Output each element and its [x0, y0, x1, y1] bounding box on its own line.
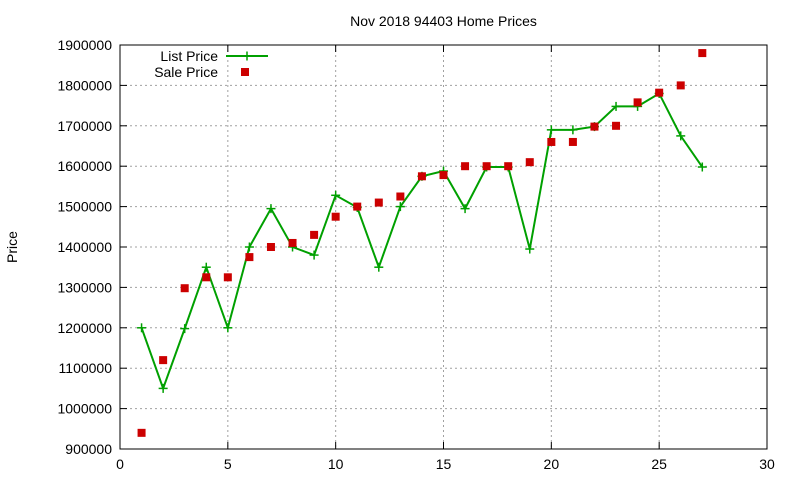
- sale-price-point: [310, 230, 319, 239]
- list-price-point: [676, 131, 686, 141]
- list-price-point: [546, 125, 556, 135]
- sale-price-point: [612, 121, 621, 130]
- y-tick-label: 1800000: [57, 77, 112, 93]
- y-tick-label: 1700000: [57, 118, 112, 134]
- y-tick-label: 1100000: [59, 360, 113, 376]
- list-price-point: [201, 262, 211, 272]
- x-tick-label: 10: [328, 456, 344, 472]
- legend-swatch-list-price: [226, 51, 268, 61]
- list-price-point: [374, 262, 384, 272]
- sale-price-point: [482, 162, 491, 171]
- legend: List Price Sale Price: [154, 48, 268, 80]
- sale-price-point: [590, 122, 599, 131]
- y-tick-label: 1900000: [57, 37, 112, 53]
- list-price-point: [568, 125, 578, 135]
- list-price-point: [137, 323, 147, 333]
- list-price-point: [331, 190, 341, 200]
- sale-price-point: [633, 98, 642, 107]
- list-price-point: [223, 323, 233, 333]
- legend-label-list-price: List Price: [160, 48, 218, 64]
- legend-label-sale-price: Sale Price: [154, 64, 218, 80]
- series-list-price: [137, 88, 707, 393]
- grid: [120, 45, 767, 449]
- sale-price-point: [417, 172, 426, 181]
- sale-price-point: [676, 81, 685, 90]
- series: [137, 49, 707, 437]
- sale-price-point: [525, 158, 534, 167]
- sale-price-point: [202, 273, 211, 282]
- y-tick-label: 1200000: [57, 320, 112, 336]
- x-tick-label: 5: [224, 456, 232, 472]
- legend-plus-marker: [242, 51, 252, 61]
- legend-swatch-sale-price: [241, 68, 249, 76]
- list-price-line: [140, 92, 704, 392]
- sale-price-point: [288, 238, 297, 247]
- sale-price-point: [137, 428, 146, 437]
- sale-price-point: [547, 137, 556, 146]
- x-tick-label: 20: [544, 456, 560, 472]
- sale-price-point: [698, 49, 707, 58]
- sale-price-point: [374, 198, 383, 207]
- y-axis-label: Price: [4, 231, 20, 263]
- y-tick-label: 1300000: [57, 279, 112, 295]
- sale-price-point: [396, 192, 405, 201]
- sale-price-point: [504, 162, 513, 171]
- sale-price-point: [223, 273, 232, 282]
- sale-price-point: [266, 243, 275, 251]
- y-tick-label: 1400000: [57, 239, 112, 255]
- x-tick-label: 15: [436, 456, 452, 472]
- list-price-point: [611, 101, 621, 111]
- list-price-point: [309, 250, 319, 260]
- sale-price-point: [180, 284, 189, 293]
- list-price-point: [266, 204, 276, 214]
- x-tick-label: 0: [116, 456, 124, 472]
- list-price-point: [525, 244, 535, 254]
- sale-price-point: [461, 162, 470, 171]
- legend-square-marker: [241, 68, 249, 76]
- chart-title: Nov 2018 94403 Home Prices: [350, 13, 537, 29]
- y-tick-label: 1600000: [57, 158, 112, 174]
- list-price-point: [395, 202, 405, 212]
- y-tick-label: 1500000: [57, 199, 112, 215]
- x-tick-label: 25: [651, 456, 667, 472]
- sale-price-point: [353, 202, 362, 211]
- list-price-point: [180, 324, 190, 334]
- list-price-point: [244, 242, 254, 252]
- sale-price-point: [568, 137, 577, 146]
- series-sale-price: [137, 49, 707, 437]
- axis-ticks: 900000 1000000 1100000 1200000 1300000 140000…: [57, 37, 775, 472]
- sale-price-point: [331, 212, 340, 221]
- list-price-point: [697, 162, 707, 172]
- y-tick-label: 900000: [65, 441, 112, 457]
- list-price-point: [460, 204, 470, 214]
- sale-price-point: [655, 88, 664, 97]
- x-tick-label: 30: [759, 456, 775, 472]
- sale-price-point: [159, 356, 168, 365]
- sale-price-point: [439, 171, 448, 180]
- list-price-point: [158, 383, 168, 393]
- y-tick-label: 1000000: [57, 401, 112, 417]
- sale-price-point: [245, 253, 254, 262]
